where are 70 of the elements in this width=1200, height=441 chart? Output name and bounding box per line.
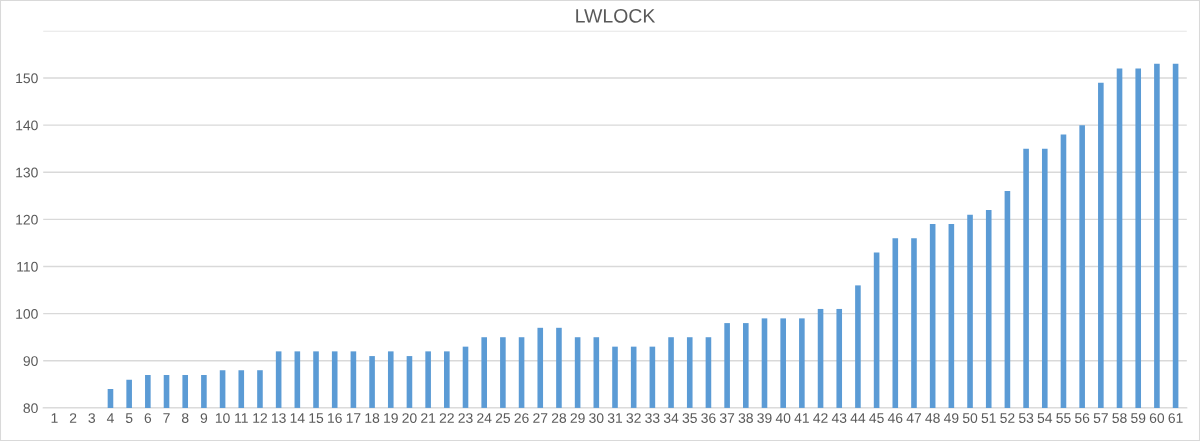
y-tick-label: 110	[17, 261, 38, 272]
x-tick-label: 11	[235, 413, 248, 423]
x-tick-label: 10	[215, 413, 230, 423]
x-tick-label: 13	[271, 413, 286, 423]
y-tick-label: 140	[16, 120, 38, 131]
x-tick-label: 29	[570, 413, 585, 423]
x-tick-label: 51	[981, 413, 996, 423]
x-tick-label: 14	[290, 413, 305, 423]
x-tick-label: 61	[1168, 413, 1183, 423]
x-tick-label: 12	[253, 413, 267, 423]
x-tick-label: 49	[943, 413, 959, 423]
x-tick-label: 30	[589, 413, 604, 423]
x-tick-label: 42	[813, 413, 828, 423]
x-tick-label: 57	[1093, 413, 1108, 423]
x-tick-label: 22	[439, 413, 454, 423]
x-tick-label: 21	[421, 413, 436, 423]
y-tick-label: 130	[16, 167, 38, 178]
x-tick-label: 40	[775, 413, 791, 423]
x-tick-label: 56	[1074, 413, 1090, 423]
x-tick-label: 6	[144, 413, 152, 423]
x-tick-label: 15	[309, 413, 324, 423]
x-tick-label: 32	[626, 413, 641, 423]
x-tick-label: 2	[69, 413, 77, 423]
x-tick-label: 58	[1112, 413, 1127, 423]
x-tick-label: 7	[163, 413, 170, 423]
x-tick-label: 44	[850, 413, 866, 423]
x-tick-label: 55	[1056, 413, 1071, 423]
x-tick-label: 18	[365, 413, 380, 423]
y-tick-label: 150	[16, 73, 38, 84]
x-tick-label: 20	[402, 413, 417, 423]
x-tick-label: 1	[51, 413, 58, 423]
x-tick-label: 50	[962, 413, 978, 423]
x-tick-label: 9	[200, 413, 208, 423]
x-tick-label: 33	[645, 413, 660, 423]
y-tick-label: 120	[16, 214, 38, 225]
x-tick-label: 8	[181, 413, 189, 423]
x-tick-label: 37	[719, 413, 735, 423]
x-tick-label: 59	[1131, 413, 1146, 423]
x-tick-label: 34	[663, 413, 679, 423]
x-tick-label: 19	[384, 413, 398, 423]
x-tick-label: 41	[794, 413, 809, 423]
x-tick-label: 27	[533, 413, 548, 423]
chart-title: LWLOCK	[576, 8, 656, 23]
y-tick-label: 80	[23, 403, 38, 414]
x-tick-label: 28	[551, 413, 567, 423]
x-tick-label: 46	[887, 413, 903, 423]
x-tick-label: 47	[906, 413, 922, 423]
x-tick-label: 45	[869, 413, 884, 423]
x-tick-label: 5	[125, 413, 133, 423]
x-tick-label: 38	[738, 413, 753, 423]
x-tick-label: 17	[346, 413, 361, 423]
x-tick-label: 23	[458, 413, 473, 423]
x-tick-label: 54	[1037, 413, 1053, 423]
x-tick-label: 39	[757, 413, 772, 423]
x-tick-label: 60	[1149, 413, 1165, 423]
x-tick-label: 24	[477, 413, 492, 423]
x-tick-label: 52	[1000, 413, 1015, 423]
x-tick-label: 48	[925, 413, 940, 423]
x-tick-label: 31	[607, 413, 623, 423]
y-tick-label: 100	[16, 309, 38, 319]
x-tick-label: 36	[701, 413, 716, 423]
x-tick-label: 35	[682, 413, 697, 423]
x-tick-label: 26	[514, 413, 529, 423]
x-tick-label: 3	[88, 413, 96, 423]
x-tick-label: 16	[328, 413, 342, 423]
x-tick-label: 25	[495, 413, 511, 423]
x-tick-label: 53	[1018, 413, 1034, 423]
y-tick-label: 90	[23, 356, 38, 366]
x-tick-label: 43	[831, 413, 847, 423]
x-tick-label: 4	[106, 413, 114, 423]
